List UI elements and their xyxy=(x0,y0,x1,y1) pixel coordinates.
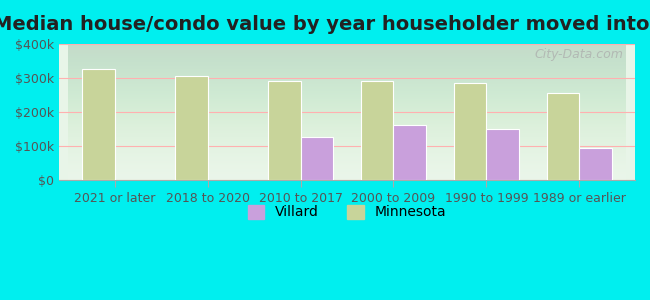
Bar xyxy=(268,81,300,180)
Text: City-Data.com: City-Data.com xyxy=(534,48,623,61)
Legend: Villard, Minnesota: Villard, Minnesota xyxy=(242,199,452,225)
Bar xyxy=(82,69,115,180)
Bar xyxy=(300,137,333,180)
Bar xyxy=(175,76,207,180)
Bar xyxy=(547,93,579,180)
Bar xyxy=(579,148,612,180)
Bar xyxy=(486,129,519,180)
Bar xyxy=(393,125,426,180)
Bar xyxy=(361,81,393,180)
Title: Median house/condo value by year householder moved into unit: Median house/condo value by year househo… xyxy=(0,15,650,34)
Bar xyxy=(454,83,486,180)
